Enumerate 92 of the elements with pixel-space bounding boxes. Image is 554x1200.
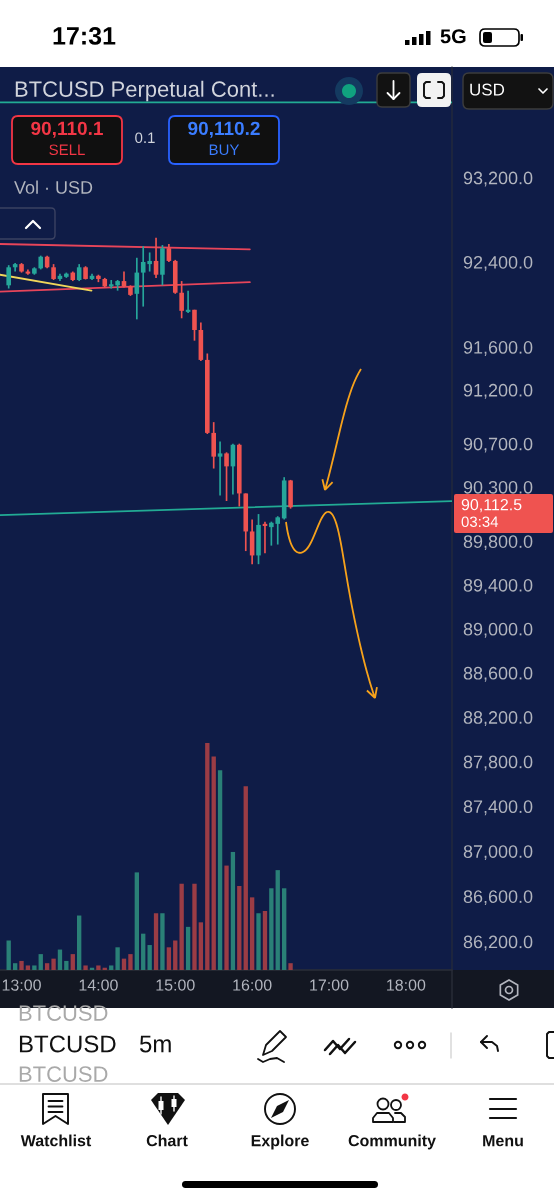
text: 17:31 [53,27,116,45]
y-tick-label: 89,400.0 [463,578,533,594]
candlestick [211,421,216,470]
bar [198,922,204,970]
candlestick [224,451,229,502]
text: BTCUSD [19,1005,108,1021]
annotation: BUY [209,144,240,156]
bar [173,940,178,970]
text: BTCUSD Perpetual Cont... [15,80,274,102]
bar [282,888,287,970]
text: 03:34 [461,516,499,528]
y-tick-label: 90,300.0 [463,480,533,496]
bar [179,883,184,970]
bar [115,947,120,970]
bar [230,851,236,970]
x-tick-label: 13:00 [2,979,41,991]
bar [121,958,127,970]
bar [70,954,75,970]
x-tick-label: 17:00 [310,979,349,991]
text: BTCUSD [19,1035,116,1053]
bar [109,965,114,970]
text: BTCUSD [19,1066,108,1082]
bar [44,963,50,970]
candlestick [217,440,223,497]
text: Community [348,1134,436,1150]
y-tick-label: 90,700.0 [463,437,533,453]
y-tick-label: 87,000.0 [463,845,533,861]
bar [19,960,24,970]
bar [32,965,37,970]
bar [205,743,210,970]
candlestick [179,280,184,320]
bar [243,786,248,970]
bar [237,886,242,970]
bar [192,883,197,970]
text: Explore [251,1134,309,1150]
bar [160,913,165,970]
x-tick-label: 15:00 [156,979,195,991]
bar [185,926,191,970]
bar [224,865,229,970]
bar [275,870,280,970]
y-tick-label: 91,600.0 [463,341,533,356]
y-tick-label: 88,600.0 [463,666,533,682]
bar [147,945,152,970]
bar [38,954,43,970]
y-tick-label: 91,200.0 [463,383,533,399]
y-tick-label: 87,800.0 [463,755,533,771]
bar [83,965,88,970]
candlestick [6,264,11,290]
x-tick-label: 16:00 [233,979,272,991]
bar [217,770,223,970]
annotation: 90,110.2 [188,121,260,138]
bar [12,963,18,970]
y-tick-label: 92,400.0 [463,255,533,271]
y-tick-label: 89,000.0 [463,622,533,638]
bar [141,933,146,970]
bar [64,960,69,970]
bar [77,915,82,970]
chart-title: Vol · USD [14,180,93,194]
bar [134,872,139,970]
candlestick [192,308,197,342]
x-tick-label: 14:00 [79,979,118,991]
y-tick-label: 93,200.0 [463,171,533,187]
x-tick-label: 18:00 [387,979,426,991]
text: Chart [146,1134,188,1147]
bar [249,897,255,970]
bar [211,756,216,970]
text: 5G [440,29,466,44]
y-tick-label: 88,200.0 [463,711,533,726]
bar [128,954,133,970]
text: Watchlist [20,1134,92,1147]
y-tick-label: 87,400.0 [463,800,533,816]
bar [288,963,293,970]
bar [51,958,56,970]
bar [153,913,159,970]
y-tick-label: 89,800.0 [463,535,533,551]
bar [6,940,11,970]
annotation: 0.1 [135,132,155,144]
bar [96,965,101,970]
text: 5m [139,1035,171,1053]
y-tick-label: 86,200.0 [463,935,533,951]
annotation: SELL [49,144,85,156]
bar [25,965,31,970]
bar [166,947,172,970]
y-tick-label: 86,600.0 [463,890,533,906]
text: 90,112.5 [461,498,522,513]
text: Menu [483,1135,523,1147]
text: USD [470,83,505,96]
bar [256,913,261,970]
bar [57,949,63,970]
bar [262,910,268,970]
annotation: 90,110.1 [31,121,103,138]
bar [269,888,274,970]
